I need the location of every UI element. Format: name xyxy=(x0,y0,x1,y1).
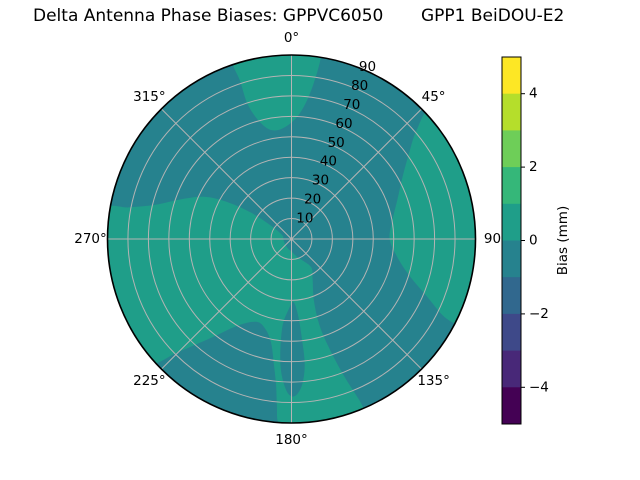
grid-spoke xyxy=(161,108,292,240)
colorbar-axis-label: Bias (mm) xyxy=(555,206,571,275)
grid-spoke xyxy=(161,238,292,370)
polar-spine xyxy=(106,54,477,424)
radial-tick-label: 70 xyxy=(343,97,360,113)
radial-tick-label: 20 xyxy=(304,191,321,207)
colorbar-segment xyxy=(502,277,521,315)
colorbar-tick-label: −4 xyxy=(529,379,549,395)
radial-tick-label: 10 xyxy=(296,210,313,226)
colorbar-segment xyxy=(502,203,521,241)
grid-spoke xyxy=(291,238,422,370)
contour-blob-south-island xyxy=(280,302,305,397)
radial-tick-label: 30 xyxy=(312,173,329,189)
colorbar-segment xyxy=(502,167,521,205)
colorbar-segment xyxy=(502,240,521,278)
angular-tick-label: 0° xyxy=(284,30,299,46)
colorbar-tick-label: 4 xyxy=(529,86,538,102)
radial-tick-label: 90 xyxy=(359,59,376,75)
radial-tick-label: 80 xyxy=(351,78,368,94)
angular-tick-label: 225° xyxy=(133,373,166,389)
colorbar-segment xyxy=(502,313,521,351)
angular-tick-label: 135° xyxy=(417,373,450,389)
colorbar-segment xyxy=(502,130,521,168)
colorbar-segment xyxy=(502,57,521,95)
angular-tick-label: 180° xyxy=(275,432,308,448)
plot-title-secondary: GPP1 BeiDOU-E2 xyxy=(421,6,565,26)
contour-blob-north xyxy=(232,55,322,131)
angular-tick-label: 45° xyxy=(422,89,446,105)
colorbar-tick-label: 0 xyxy=(529,233,538,249)
radial-tick-label: 40 xyxy=(320,154,337,170)
colorbar-segment xyxy=(502,350,521,388)
colorbar-tick-label: 2 xyxy=(529,159,538,175)
radial-tick-label: 60 xyxy=(335,116,352,132)
plot-title-main: Delta Antenna Phase Biases: GPPVC6050 xyxy=(33,6,384,26)
colorbar-segment xyxy=(502,387,521,425)
angular-tick-label: 90 xyxy=(484,231,501,247)
grid-spoke xyxy=(291,108,422,240)
colorbar-segment xyxy=(502,93,521,131)
angular-tick-label: 315° xyxy=(133,89,166,105)
angular-tick-label: 270° xyxy=(74,231,107,247)
colorbar-tick-label: −2 xyxy=(529,306,549,322)
radial-tick-label: 50 xyxy=(328,135,345,151)
